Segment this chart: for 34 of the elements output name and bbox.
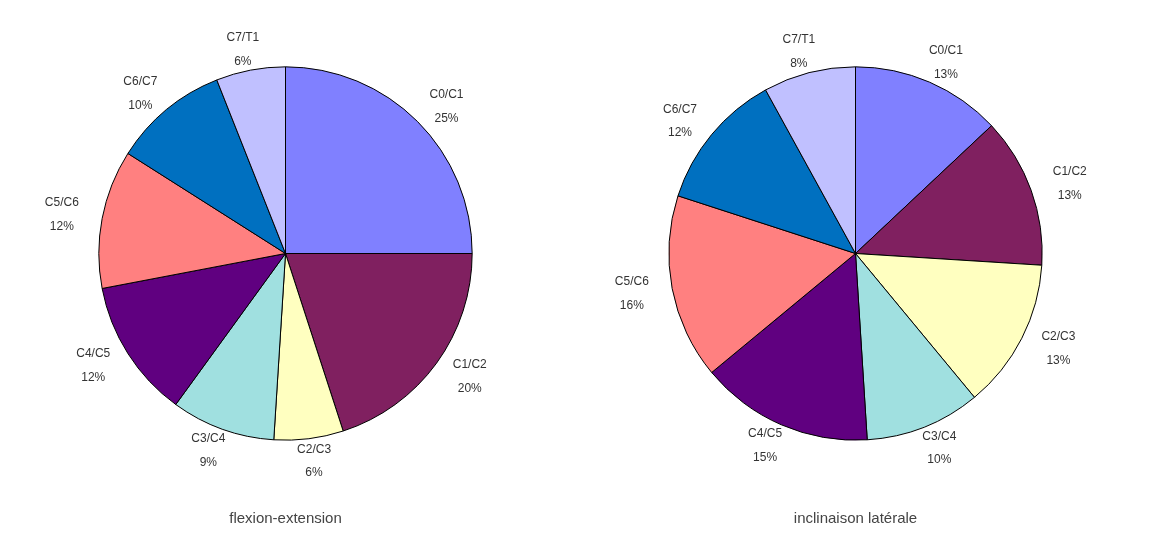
data-label: 6%: [234, 53, 252, 68]
data-label: 13%: [1046, 353, 1071, 368]
slice-label: C0/C1: [429, 86, 464, 101]
slice-label: C4/C5: [748, 426, 783, 441]
data-label: 20%: [457, 381, 483, 396]
data-label: 12%: [49, 219, 75, 234]
slice-label: C6/C7: [123, 73, 158, 88]
data-label: 13%: [933, 66, 959, 81]
slice-label: C5/C6: [614, 273, 650, 288]
data-label: 15%: [753, 449, 778, 464]
slice-label: C6/C7: [663, 101, 698, 116]
data-label: 16%: [619, 297, 645, 312]
slice-label: C0/C1: [928, 43, 964, 58]
data-label: 25%: [434, 110, 459, 125]
text: inclinaison latérale: [793, 508, 918, 526]
data-label: 10%: [128, 97, 153, 112]
data-label: 9%: [199, 454, 218, 469]
slice-label: C3/C4: [191, 430, 226, 445]
slice-label: C7/T1: [226, 29, 260, 44]
data-label: 8%: [790, 56, 808, 71]
data-label: 6%: [305, 465, 324, 480]
slice-label: C7/T1: [782, 32, 816, 47]
text: flexion-extension: [229, 508, 342, 526]
data-label: 10%: [927, 452, 952, 467]
slice-label: C1/C2: [1052, 163, 1088, 178]
slice-label: C1/C2: [452, 357, 488, 372]
slice-label: C4/C5: [76, 346, 111, 361]
data-label: 13%: [1057, 187, 1083, 202]
data-label: 12%: [668, 125, 693, 140]
slice-label: C5/C6: [44, 195, 80, 210]
slice-label: C2/C3: [297, 441, 332, 456]
slice-label: C3/C4: [922, 428, 957, 443]
data-label: 12%: [81, 370, 106, 385]
slice-label: C2/C3: [1041, 329, 1076, 344]
